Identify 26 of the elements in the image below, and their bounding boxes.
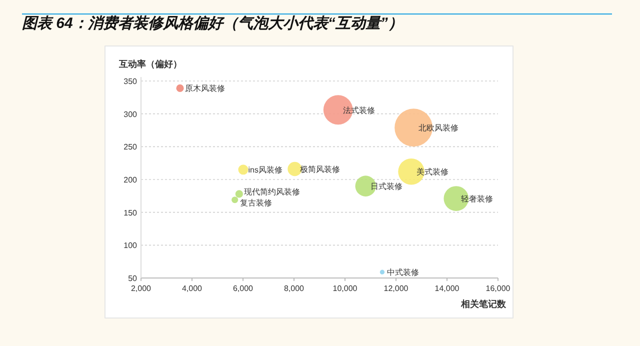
y-tick-label: 350 (124, 77, 138, 86)
series-label: ins风装修 (248, 166, 282, 175)
series-label: 原木风装修 (185, 84, 226, 94)
y-tick-label: 300 (124, 110, 138, 119)
y-tick-label: 50 (128, 274, 138, 283)
series-label: 法式装修 (343, 106, 376, 115)
y-tick-label: 250 (124, 142, 138, 152)
y-tick-label: 200 (124, 176, 138, 184)
x-tick-label: 16,000 (486, 284, 511, 293)
x-axis-title: 相关笔记数 (460, 299, 507, 309)
x-tick-label: 6,000 (232, 284, 254, 293)
series-label: 北欧风装修 (418, 124, 459, 133)
x-tick-label: 2,000 (130, 284, 152, 293)
x-tick-label: 12,000 (384, 284, 409, 293)
series-label: 中式装修 (387, 268, 420, 278)
y-tick-label: 150 (124, 208, 138, 218)
series-label: 现代简约风装修 (244, 187, 300, 196)
y-tick-label: 100 (124, 241, 138, 250)
x-tick-label: 4,000 (182, 284, 203, 293)
x-tick-label: 10,000 (332, 284, 358, 293)
chart-title: 图表 64：消费者装修风格偏好（气泡大小代表“互动量”） (22, 15, 403, 32)
y-axis-title: 互动率（偏好） (118, 59, 182, 69)
x-tick-label: 14,000 (434, 284, 460, 293)
series-label: 美式装修 (416, 168, 448, 177)
x-tick-label: 8,000 (284, 284, 305, 293)
series-label: 复古装修 (240, 198, 272, 208)
